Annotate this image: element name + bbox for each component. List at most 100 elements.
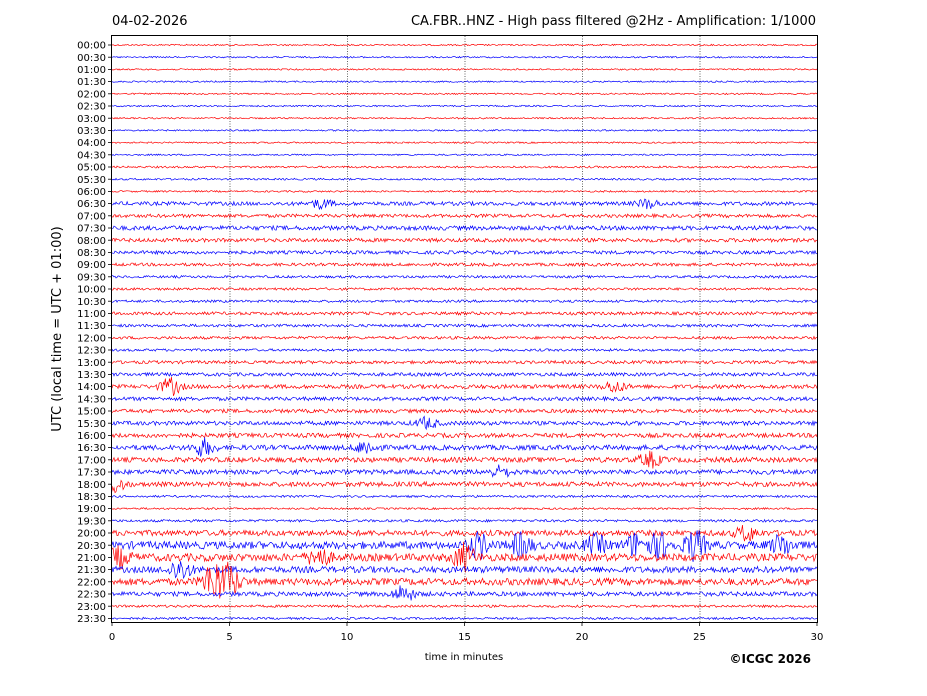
y-tick-label: 18:00 xyxy=(77,480,106,491)
y-tick-label: 02:00 xyxy=(77,89,106,100)
y-tick-label: 04:00 xyxy=(77,138,106,149)
copyright-label: ©ICGC 2026 xyxy=(729,652,811,666)
y-tick-label: 06:30 xyxy=(77,199,106,210)
trace-19:00 xyxy=(111,507,818,511)
trace-13:00 xyxy=(111,359,818,365)
trace-06:30 xyxy=(111,198,818,211)
trace-14:00 xyxy=(111,376,818,397)
trace-22:30 xyxy=(111,585,818,601)
y-tick-label: 14:30 xyxy=(77,394,106,405)
y-tick-label: 12:30 xyxy=(77,346,106,357)
trace-00:00 xyxy=(111,43,818,47)
x-tick-label: 30 xyxy=(811,632,824,643)
y-tick-label: 01:30 xyxy=(77,77,106,88)
y-tick-label: 09:00 xyxy=(77,260,106,271)
trace-03:00 xyxy=(111,116,818,120)
y-tick-label: 03:00 xyxy=(77,114,106,125)
y-tick-label: 03:30 xyxy=(77,126,106,137)
x-tick-label: 5 xyxy=(226,632,232,643)
trace-01:00 xyxy=(111,68,818,71)
y-tick-label: 12:00 xyxy=(77,333,106,344)
trace-21:30 xyxy=(111,561,818,580)
vertical-gridlines xyxy=(229,36,701,622)
trace-17:30 xyxy=(111,464,818,478)
y-tick-label: 07:00 xyxy=(77,211,106,222)
trace-11:00 xyxy=(111,310,818,316)
y-tick-label: 11:00 xyxy=(77,309,106,320)
trace-02:30 xyxy=(111,104,818,108)
y-tick-label: 10:30 xyxy=(77,297,106,308)
trace-20:00 xyxy=(111,524,818,542)
date-label: 04-02-2026 xyxy=(112,14,188,29)
trace-19:30 xyxy=(111,518,818,523)
trace-16:30 xyxy=(111,437,818,457)
y-tick-label: 08:30 xyxy=(77,248,106,259)
trace-23:30 xyxy=(111,616,818,621)
y-tick-label: 20:00 xyxy=(77,529,106,540)
y-tick-label: 05:00 xyxy=(77,163,106,174)
x-tick-label: 25 xyxy=(693,632,706,643)
y-tick-label: 21:00 xyxy=(77,553,106,564)
trace-07:30 xyxy=(111,224,818,232)
y-tick-label: 09:30 xyxy=(77,272,106,283)
y-tick-label: 08:00 xyxy=(77,236,106,247)
y-tick-label: 04:30 xyxy=(77,150,106,161)
trace-13:30 xyxy=(111,371,818,378)
y-tick-label: 13:30 xyxy=(77,370,106,381)
y-tick-label: 18:30 xyxy=(77,492,106,503)
trace-20:30 xyxy=(111,530,818,562)
trace-12:30 xyxy=(111,347,818,352)
x-tick-label: 15 xyxy=(458,632,471,643)
y-tick-label: 16:30 xyxy=(77,443,106,454)
trace-22:00 xyxy=(111,561,818,599)
y-tick-label: 20:30 xyxy=(77,541,106,552)
y-tick-label: 22:30 xyxy=(77,590,106,601)
trace-17:00 xyxy=(111,450,818,469)
x-axis-ticks: 0 5 10 15 20 25 30 xyxy=(109,622,824,643)
y-tick-label: 02:30 xyxy=(77,102,106,113)
y-tick-label: 07:30 xyxy=(77,224,106,235)
y-tick-label: 10:00 xyxy=(77,285,106,296)
y-tick-label: 17:30 xyxy=(77,468,106,479)
trace-04:00 xyxy=(111,141,818,144)
trace-23:00 xyxy=(111,604,818,609)
trace-11:30 xyxy=(111,323,818,328)
y-tick-label: 23:00 xyxy=(77,602,106,613)
y-tick-label: 14:00 xyxy=(77,382,106,393)
y-tick-label: 00:00 xyxy=(77,41,106,52)
trace-05:30 xyxy=(111,177,818,181)
trace-07:00 xyxy=(111,212,818,219)
y-tick-label: 17:00 xyxy=(77,455,106,466)
y-tick-label: 15:00 xyxy=(77,407,106,418)
x-tick-label: 10 xyxy=(341,632,354,643)
trace-15:30 xyxy=(111,415,818,431)
y-tick-label: 11:30 xyxy=(77,321,106,332)
trace-08:00 xyxy=(111,237,818,244)
y-tick-label: 19:30 xyxy=(77,516,106,527)
y-tick-label: 15:30 xyxy=(77,419,106,430)
trace-05:00 xyxy=(111,165,818,169)
trace-08:30 xyxy=(111,249,818,256)
trace-03:30 xyxy=(111,129,818,132)
seismic-traces xyxy=(111,43,818,621)
trace-09:00 xyxy=(111,262,818,268)
y-tick-label: 01:00 xyxy=(77,65,106,76)
trace-02:00 xyxy=(111,92,818,96)
trace-10:00 xyxy=(111,287,818,292)
trace-09:30 xyxy=(111,274,818,279)
trace-10:30 xyxy=(111,299,818,304)
trace-01:30 xyxy=(111,80,818,83)
x-tick-label: 0 xyxy=(109,632,115,643)
y-tick-label: 16:00 xyxy=(77,431,106,442)
y-tick-label: 13:00 xyxy=(77,358,106,369)
trace-06:00 xyxy=(111,189,818,193)
chart-title: CA.FBR..HNZ - High pass filtered @2Hz - … xyxy=(411,14,816,29)
trace-14:30 xyxy=(111,395,818,402)
trace-12:00 xyxy=(111,335,818,341)
trace-04:30 xyxy=(111,153,818,157)
y-tick-label: 19:00 xyxy=(77,504,106,515)
y-axis-label: UTC (local time = UTC + 01:00) xyxy=(50,226,65,431)
y-tick-label: 05:30 xyxy=(77,175,106,186)
